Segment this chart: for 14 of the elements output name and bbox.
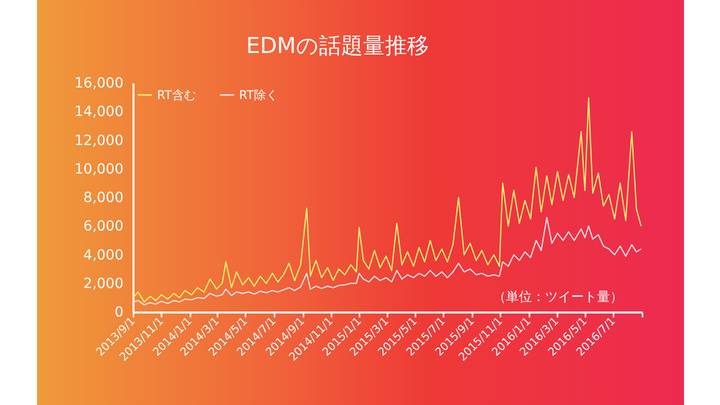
y-tick-label: 4,000 [83, 247, 124, 264]
legend-label: RT含む [157, 88, 196, 102]
y-tick-label: 16,000 [74, 76, 124, 92]
chart-title: EDMの話題量推移 [246, 34, 429, 59]
y-tick-label: 14,000 [74, 104, 124, 120]
y-tick-label: 2,000 [83, 276, 124, 292]
y-tick-label: 8,000 [83, 190, 124, 206]
y-tick-label: 6,000 [83, 218, 124, 235]
annotation: （単位：ツイート量） [493, 290, 623, 305]
line-series [132, 216, 642, 306]
legend-label: RT除く [239, 88, 278, 102]
y-tick-label: 12,000 [74, 132, 124, 149]
y-tick-label: 10,000 [74, 161, 124, 178]
y-tick-label: 0 [114, 304, 124, 320]
